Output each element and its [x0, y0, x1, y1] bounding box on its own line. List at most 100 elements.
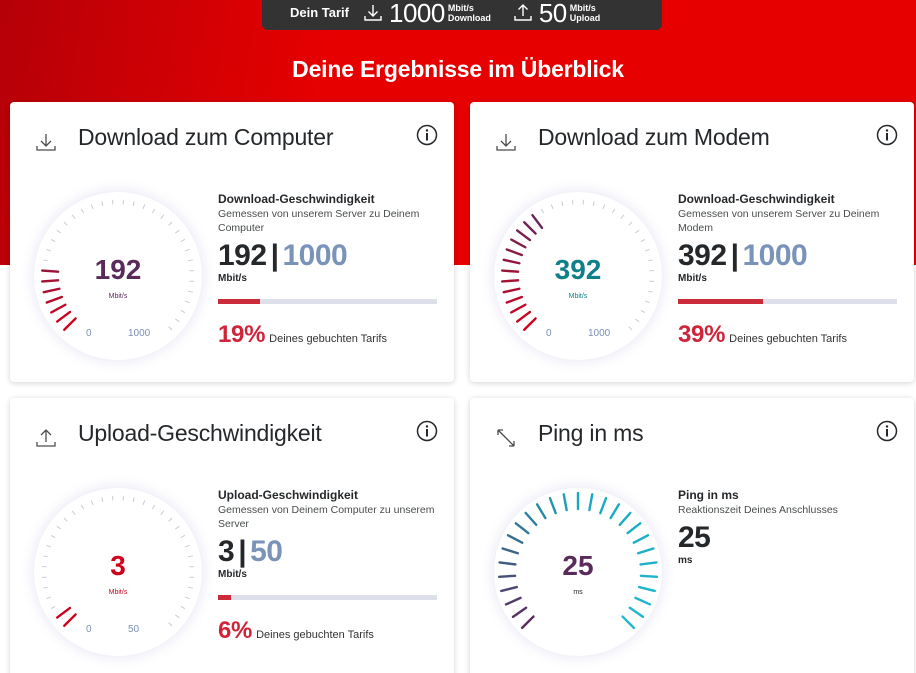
info-icon[interactable]: [876, 420, 898, 442]
gauge-tick: [90, 204, 94, 210]
gauge-tick: [644, 248, 650, 252]
info-icon[interactable]: [416, 124, 438, 146]
ping-gauge: 25 ms: [494, 488, 662, 656]
gauge-tick-active: [63, 317, 77, 331]
gauge-tick: [168, 326, 173, 331]
tariff-progress-bar: [218, 595, 437, 600]
speed-gauge: 192 Mbit/s 0 1000: [34, 192, 202, 360]
gauge-tick-active: [510, 238, 527, 249]
tariff-upload-value: 50: [538, 0, 567, 28]
gauge-max-label: 1000: [128, 328, 151, 339]
progress-fill: [218, 595, 232, 600]
gauge-tick-active: [524, 511, 538, 527]
card-download-modem: Download zum Modem 392 Mbit/s 0 1000 Dow…: [470, 102, 914, 382]
upload-icon: [514, 4, 532, 21]
gauge-tick-active: [634, 596, 652, 606]
tariff-download: 1000 Mbit/s Download: [363, 0, 491, 26]
download-icon: [364, 5, 382, 21]
gauge-tick: [71, 214, 76, 219]
download-icon: [496, 134, 516, 151]
gauge-tick: [602, 204, 606, 210]
card-title: Download zum Modem: [538, 124, 770, 150]
gauge-tick-active: [628, 606, 645, 619]
gauge-tick-active: [42, 287, 61, 294]
stat-heading: Upload-Geschwindigkeit: [218, 488, 359, 502]
gauge-tick: [63, 517, 68, 522]
stat-description: Reaktionszeit Deines Anschlusses: [678, 504, 838, 516]
tariff-download-value: 1000: [389, 0, 445, 28]
gauge-max-label: 1000: [588, 328, 611, 339]
gauge-tick: [43, 259, 49, 262]
gauge-tick: [635, 229, 640, 234]
gauge-tick: [628, 221, 633, 226]
gauge-tick: [132, 201, 135, 207]
gauge-tick-active: [506, 534, 524, 544]
gauge-tick: [180, 606, 186, 609]
gauge-tick-active: [511, 606, 528, 619]
gauge-tick-active: [514, 522, 530, 535]
gauge-tick: [184, 300, 190, 304]
card-title: Ping in ms: [538, 420, 644, 446]
gauge-tick: [635, 318, 640, 323]
gauge-tick: [187, 259, 193, 262]
stat-description: Gemessen von Deinem Computer zu unserem …: [218, 504, 435, 530]
gauge-tick: [175, 318, 180, 323]
card-title: Download zum Computer: [78, 124, 334, 150]
gauge-tick: [81, 208, 84, 214]
tariff-percent-label: Deines gebuchten Tarifs: [256, 629, 374, 641]
gauge-tick: [63, 221, 68, 226]
speed-gauge: 3 Mbit/s 0 50: [34, 488, 202, 656]
tariff-download-unit: Mbit/s: [447, 3, 474, 13]
gauge-tick: [50, 535, 56, 538]
tariff-progress-bar: [218, 299, 437, 304]
gauge-tick: [152, 208, 155, 214]
gauge-max-label: 50: [128, 624, 140, 635]
gauge-tick: [640, 310, 646, 313]
gauge-value: 192: [94, 254, 142, 285]
gauge-tick-active: [618, 511, 632, 527]
gauge-tick-active: [639, 561, 658, 566]
gauge-tick-active: [50, 303, 67, 314]
gauge-unit: ms: [573, 589, 583, 596]
gauge-min-label: 0: [546, 328, 552, 339]
gauge-tick: [541, 208, 544, 214]
gauge-min-label: 0: [86, 328, 92, 339]
gauge-tick: [50, 239, 56, 242]
tariff-percent-line: 19% Deines gebuchten Tarifs: [218, 321, 438, 349]
gauge-value: 392: [554, 254, 602, 285]
gauge-tick: [160, 510, 165, 515]
gauge-tick-active: [523, 317, 537, 331]
gauge-tick: [43, 555, 49, 558]
gauge-tick-active: [535, 503, 547, 520]
upload-icon: [36, 429, 56, 447]
gauge-unit: Mbit/s: [568, 293, 588, 300]
gauge-tick: [184, 544, 190, 548]
info-icon[interactable]: [416, 420, 438, 442]
gauge-tick: [550, 204, 554, 210]
info-icon[interactable]: [876, 124, 898, 146]
gauge-tick: [184, 596, 190, 600]
gauge-tick-active: [621, 615, 636, 630]
gauge-tick-active: [636, 547, 655, 555]
gauge-tick: [46, 544, 52, 548]
gauge-min-label: 0: [86, 624, 92, 635]
gauge-tick: [628, 326, 633, 331]
gauge-tick-active: [502, 258, 521, 265]
gauge-tick-active: [562, 493, 568, 512]
card-ping: Ping in ms 25 ms Ping in ms Reaktionszei…: [470, 398, 914, 673]
download-icon: [36, 134, 56, 151]
gauge-tick: [184, 248, 190, 252]
speed-separator: |: [270, 239, 279, 272]
gauge-tick-active: [500, 585, 519, 593]
tariff-upload-label: Upload: [569, 13, 601, 23]
gauge-tick-active: [520, 615, 535, 630]
card-upload: Upload-Geschwindigkeit 3 Mbit/s 0 50 Upl…: [10, 398, 454, 673]
gauge-tick-active: [504, 596, 522, 606]
gauge-tick: [101, 201, 104, 207]
gauge-tick: [620, 214, 625, 219]
gauge-tick: [46, 596, 52, 600]
gauge-tick: [81, 504, 84, 510]
card-header: Upload-Geschwindigkeit: [10, 398, 454, 468]
gauge-tick-active: [626, 522, 642, 535]
stats-panel: Download-Geschwindigkeit Gemessen von un…: [678, 192, 898, 349]
